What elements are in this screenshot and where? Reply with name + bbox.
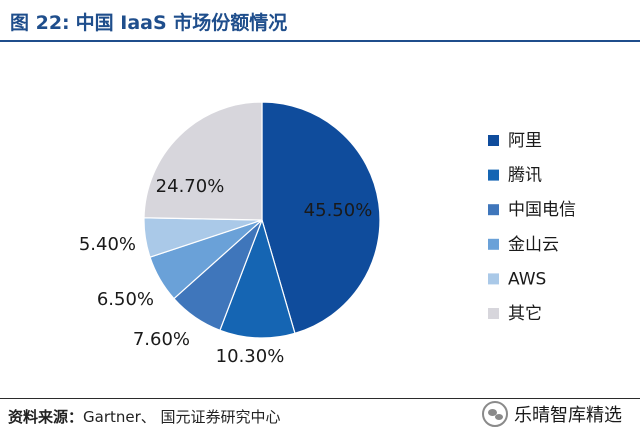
legend-label-3: 中国电信 (508, 200, 576, 220)
legend-label-5: AWS (508, 269, 546, 289)
data-label-6: 24.70% (156, 176, 225, 197)
legend-swatch-4 (488, 238, 499, 250)
data-label-3: 7.60% (133, 329, 190, 350)
figure-header: 图 22: 中国 IaaS 市场份额情况 (10, 6, 630, 36)
source-label: 资料来源： (8, 408, 84, 426)
data-label-1: 45.50% (304, 200, 373, 221)
source-text: Gartner、 国元证券研究中心 (83, 408, 281, 426)
pie-slice-6 (143, 101, 263, 221)
legend-label-4: 金山云 (508, 235, 559, 255)
watermark: 乐晴智库精选 (482, 401, 622, 427)
pie-slice-2 (219, 218, 296, 339)
legend-swatch-5 (488, 273, 499, 285)
pie-slice-1 (261, 101, 381, 335)
legend-label-1: 阿里 (508, 131, 542, 151)
legend-label-6: 其它 (508, 304, 542, 324)
data-label-2: 10.30% (216, 346, 285, 367)
legend-swatch-6 (488, 308, 499, 319)
top-divider (0, 40, 640, 42)
legend-swatch-1 (488, 135, 499, 146)
legend-swatch-2 (488, 169, 499, 181)
pie-chart: 45.50% 10.30% 7.60% 6.50% 5.40% 24.70% 阿里腾讯中国电… (79, 101, 576, 367)
watermark-text: 乐晴智库精选 (514, 405, 622, 426)
source-note: 资料来源：Gartner、 国元证券研究中心 (8, 406, 281, 427)
bottom-divider (0, 398, 640, 399)
figure-number: 图 22: (10, 11, 70, 34)
legend-swatch-3 (488, 204, 499, 216)
chart-title: 中国 IaaS 市场份额情况 (75, 11, 288, 34)
wechat-icon (482, 401, 508, 427)
data-label-5: 5.40% (79, 234, 136, 255)
legend-label-2: 腾讯 (508, 166, 542, 186)
data-label-4: 6.50% (97, 289, 154, 310)
